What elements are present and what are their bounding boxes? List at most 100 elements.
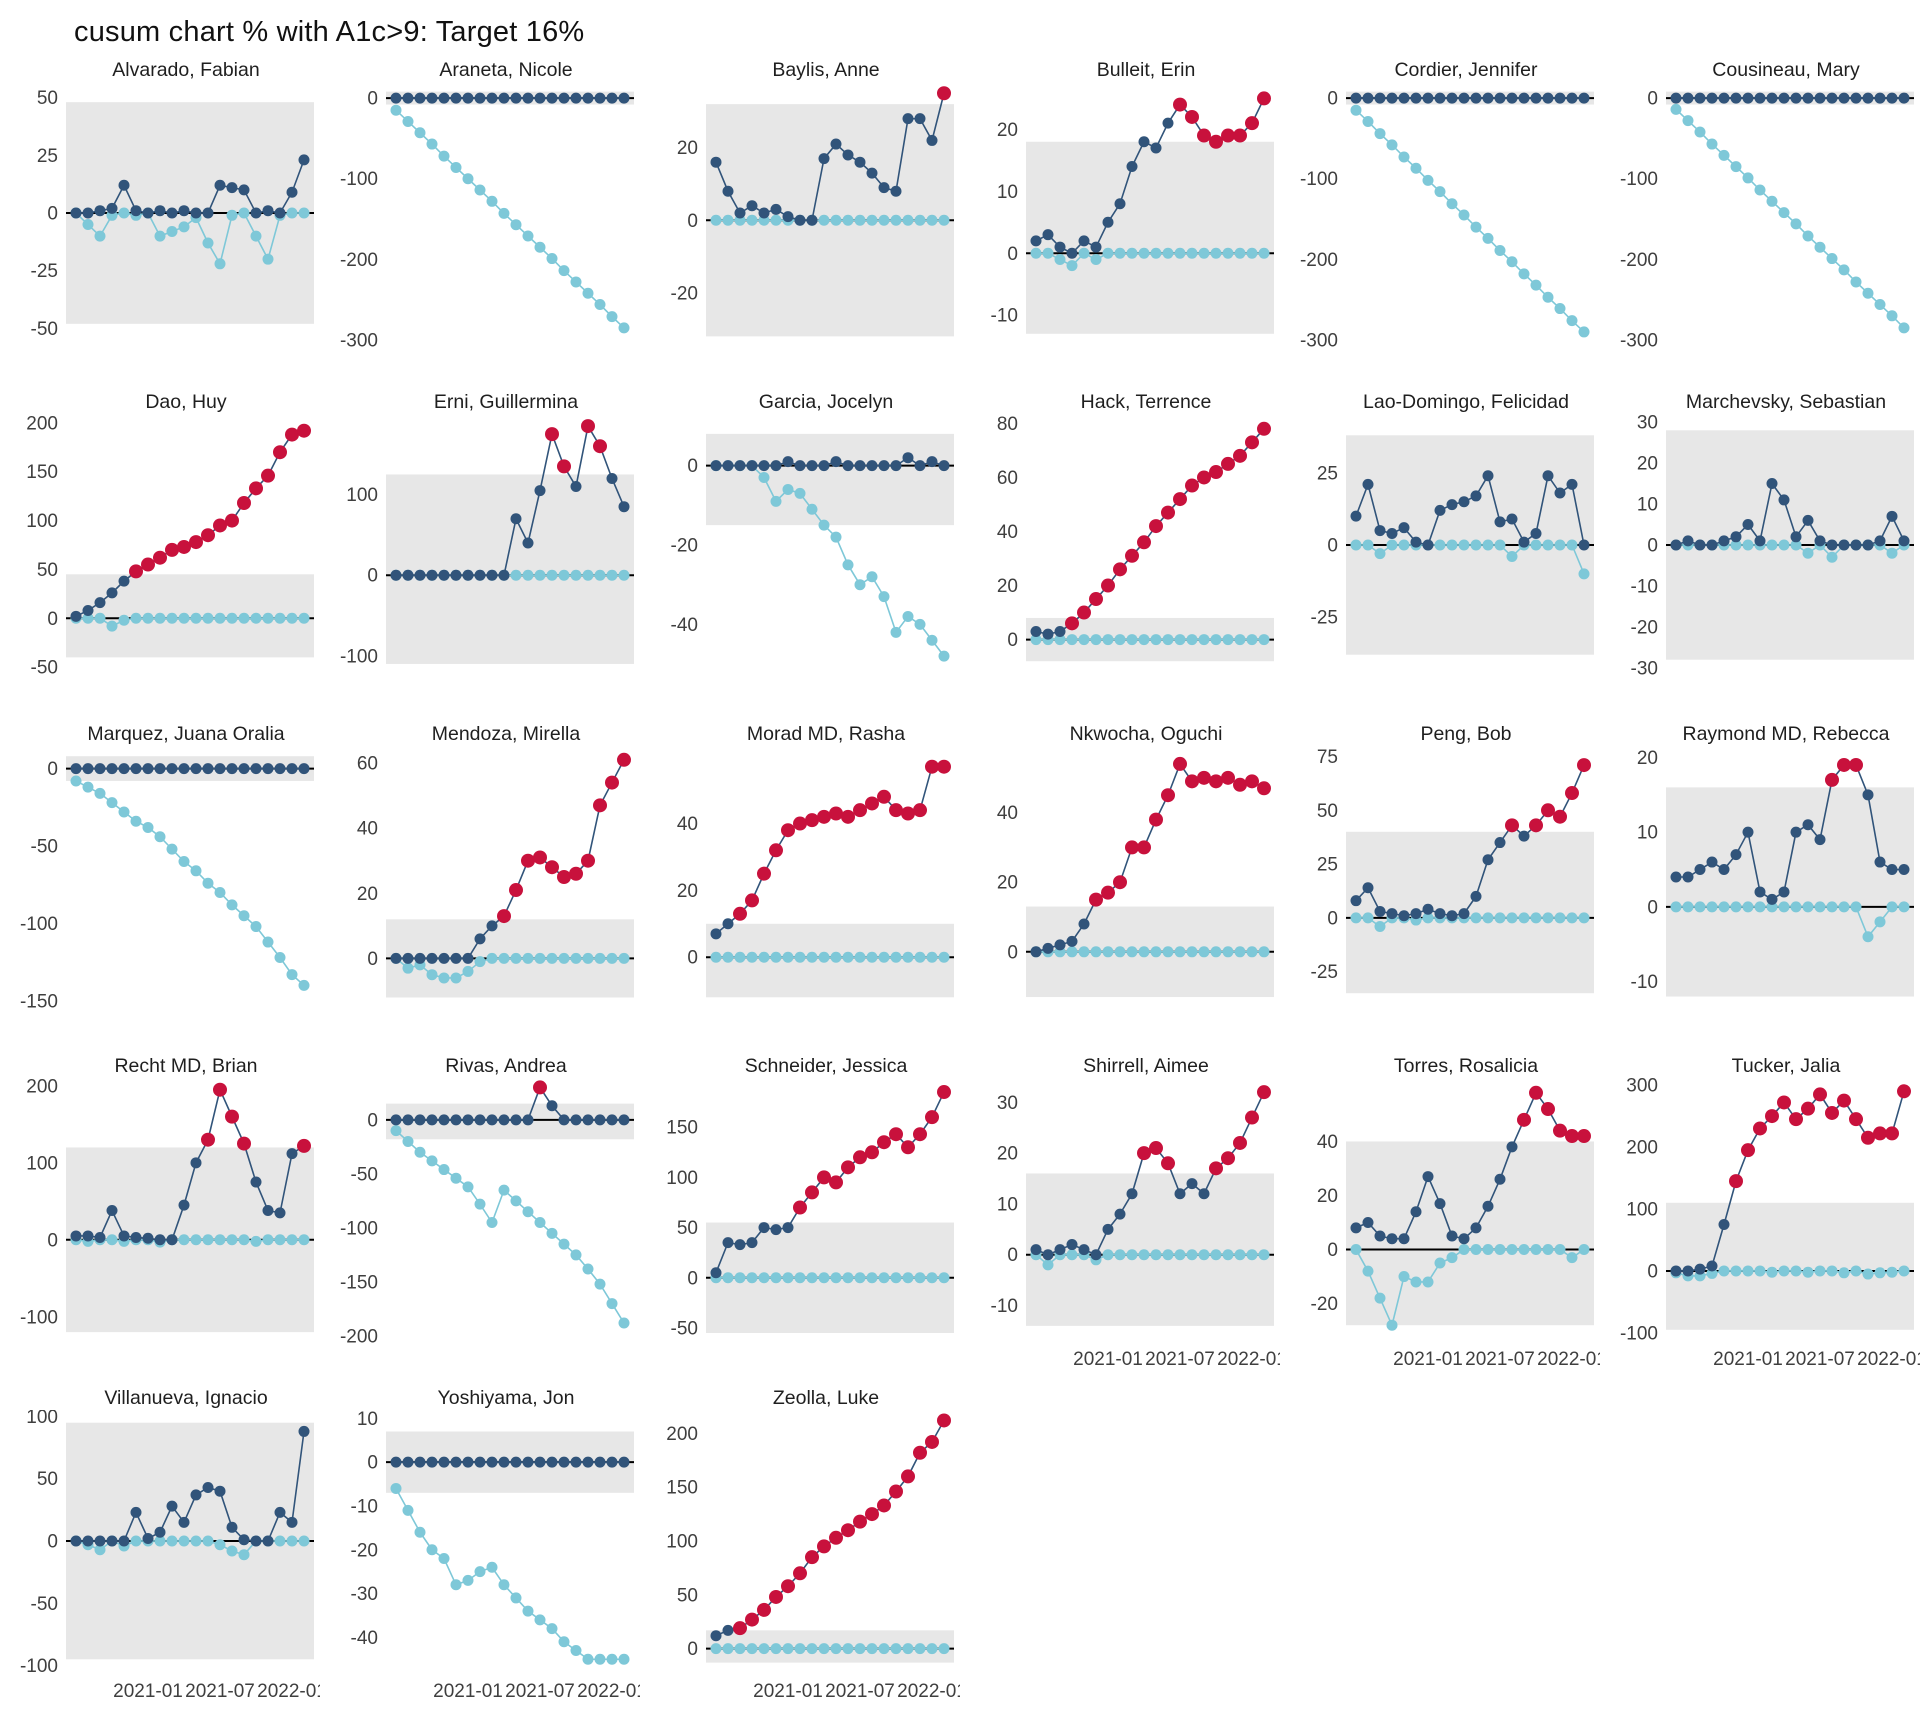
lower-cusum-point <box>286 612 298 624</box>
lower-cusum-point <box>1138 1249 1150 1261</box>
lower-cusum-point <box>166 1535 178 1547</box>
upper-cusum-point <box>1174 1188 1186 1200</box>
lower-cusum-point <box>1470 1244 1482 1256</box>
lower-cusum-point <box>1850 901 1862 913</box>
lower-cusum-point <box>166 612 178 624</box>
y-tick-label: 10 <box>997 1194 1018 1215</box>
upper-cusum-point <box>1718 92 1730 104</box>
facet-title: Cousineau, Mary <box>1712 59 1860 81</box>
lower-cusum-point <box>438 150 450 162</box>
lower-cusum-point <box>522 1605 534 1617</box>
out-of-control-point <box>261 468 275 483</box>
upper-cusum-point <box>606 472 618 484</box>
out-of-control-point <box>829 1175 843 1190</box>
upper-cusum-point <box>414 569 426 581</box>
out-of-control-point <box>841 1523 855 1538</box>
lower-cusum-point <box>226 1234 238 1246</box>
upper-cusum-point <box>1458 496 1470 508</box>
upper-cusum-point <box>142 1533 154 1545</box>
lower-cusum-point <box>1434 1257 1446 1269</box>
lower-cusum-point <box>1374 548 1386 560</box>
facet-title: Alvarado, Fabian <box>112 59 260 81</box>
upper-cusum-point <box>450 92 462 104</box>
lower-cusum-point <box>1078 247 1090 259</box>
upper-cusum-point <box>1470 890 1482 902</box>
upper-cusum-point <box>1446 1230 1458 1242</box>
upper-cusum-point <box>734 207 746 219</box>
lower-cusum-point <box>926 214 938 226</box>
upper-cusum-point <box>402 569 414 581</box>
upper-cusum-point <box>1090 241 1102 253</box>
upper-cusum-point <box>250 207 262 219</box>
upper-cusum-point <box>474 569 486 581</box>
lower-cusum-point <box>782 1643 794 1655</box>
y-tick-label: 0 <box>1647 897 1658 918</box>
lower-cusum-point <box>202 237 214 249</box>
x-tick-label: 2021-07 <box>1145 1349 1215 1370</box>
lower-cusum-point <box>486 1217 498 1229</box>
out-of-control-point <box>1529 1085 1543 1100</box>
y-tick-label: -300 <box>340 331 378 352</box>
upper-cusum-point <box>298 154 310 166</box>
lower-cusum-point <box>1530 279 1542 291</box>
lower-cusum-point <box>214 886 226 898</box>
lower-cusum-point <box>130 1535 142 1547</box>
x-tick-label: 2022-01 <box>257 1681 320 1702</box>
upper-cusum-point <box>202 1481 214 1493</box>
lower-cusum-point <box>238 1549 250 1561</box>
lower-cusum-point <box>1518 912 1530 924</box>
lower-cusum-point <box>1566 1252 1578 1264</box>
upper-cusum-point <box>450 952 462 964</box>
lower-cusum-point <box>262 1234 274 1246</box>
out-of-control-point <box>1161 788 1175 803</box>
x-tick-label: 2021-07 <box>185 1681 255 1702</box>
lower-cusum-point <box>594 952 606 964</box>
y-tick-label: 40 <box>357 819 378 840</box>
lower-cusum-point <box>1362 1265 1374 1277</box>
lower-cusum-point <box>1494 244 1506 256</box>
lower-cusum-point <box>1174 634 1186 646</box>
upper-cusum-point <box>462 92 474 104</box>
cusum-plot: 0 -20 -40 <box>671 433 954 662</box>
upper-cusum-point <box>226 182 238 194</box>
lower-cusum-point <box>1362 539 1374 551</box>
y-tick-label: -20 <box>1311 1294 1338 1315</box>
out-of-control-point <box>829 806 843 821</box>
lower-cusum-point <box>1470 221 1482 233</box>
lower-cusum-point <box>594 299 606 311</box>
upper-cusum-point <box>486 92 498 104</box>
out-of-control-point <box>817 1170 831 1185</box>
upper-cusum-point <box>546 92 558 104</box>
lower-cusum-point <box>1350 912 1362 924</box>
facet-panel: Hack, Terrence 80 60 40 20 0 <box>960 387 1280 719</box>
lower-cusum-point <box>1054 253 1066 265</box>
lower-cusum-point <box>926 634 938 646</box>
facet-panel: Nkwocha, Oguchi 40 20 0 <box>960 719 1280 1051</box>
out-of-control-point <box>1125 548 1139 563</box>
lower-cusum-point <box>1246 247 1258 259</box>
upper-cusum-point <box>1042 628 1054 640</box>
facet-grid: Alvarado, Fabian 50 25 0 -25 -50 Araneta, Nico… <box>0 55 1920 1715</box>
upper-cusum-point <box>94 763 106 775</box>
lower-cusum-point <box>106 620 118 632</box>
lower-cusum-point <box>1422 1276 1434 1288</box>
lower-cusum-point <box>902 214 914 226</box>
lower-cusum-point <box>866 1643 878 1655</box>
lower-cusum-point <box>238 910 250 922</box>
lower-cusum-point <box>1138 247 1150 259</box>
lower-cusum-point <box>926 1272 938 1284</box>
upper-cusum-point <box>70 1230 82 1242</box>
upper-cusum-point <box>1790 531 1802 543</box>
upper-cusum-point <box>1386 908 1398 920</box>
out-of-control-point <box>865 796 879 811</box>
out-of-control-point <box>1101 885 1115 900</box>
lower-cusum-point <box>606 311 618 323</box>
out-of-control-point <box>757 866 771 881</box>
upper-cusum-point <box>782 456 794 468</box>
lower-cusum-point <box>286 1234 298 1246</box>
upper-cusum-point <box>214 1485 226 1497</box>
upper-cusum-point <box>1682 871 1694 883</box>
upper-cusum-point <box>414 92 426 104</box>
facet-panel: Araneta, Nicole 0 -100 -200 -300 <box>320 55 640 387</box>
upper-cusum-point <box>250 1535 262 1547</box>
